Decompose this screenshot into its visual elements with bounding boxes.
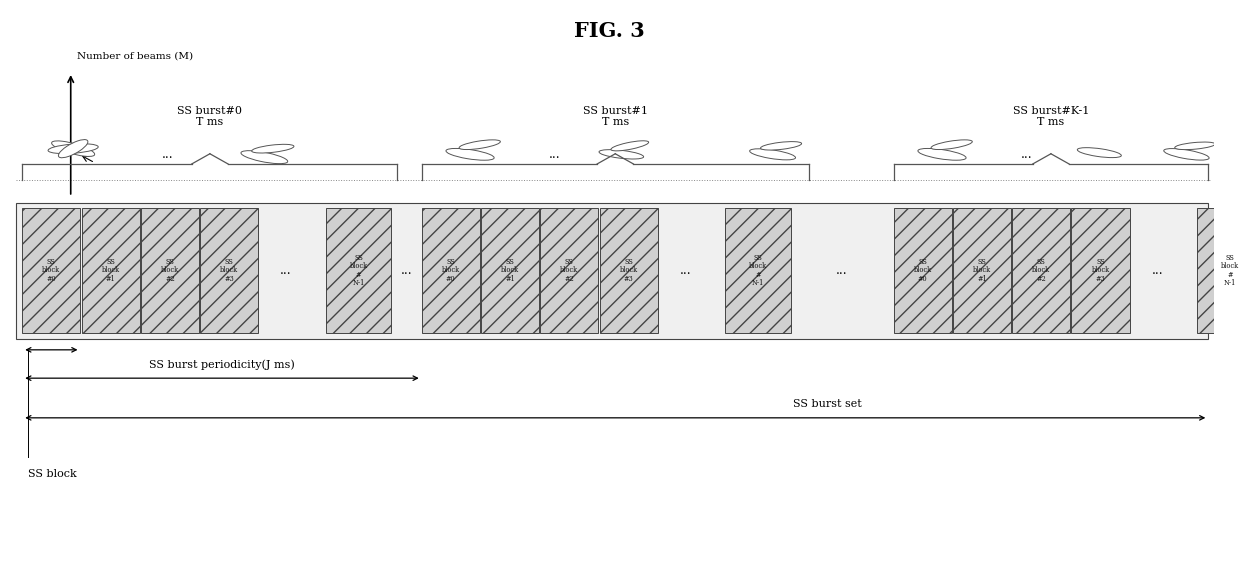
Text: SS
block
#0: SS block #0 [42, 258, 61, 283]
Ellipse shape [750, 149, 796, 160]
Text: ...: ... [549, 148, 560, 161]
Bar [1012, 208, 1070, 333]
Text: SS
block
#3: SS block #3 [221, 258, 238, 283]
Ellipse shape [252, 144, 294, 153]
Text: SS burst#0
T ms: SS burst#0 T ms [177, 106, 242, 127]
Ellipse shape [1164, 148, 1209, 160]
Ellipse shape [1174, 142, 1215, 150]
Ellipse shape [48, 144, 98, 154]
Text: SS
block
#1: SS block #1 [501, 258, 520, 283]
Text: SS
block
#0: SS block #0 [914, 258, 931, 283]
Text: SS
block
#2: SS block #2 [1032, 258, 1050, 283]
Ellipse shape [918, 148, 966, 160]
Text: ...: ... [280, 264, 291, 277]
Ellipse shape [611, 141, 649, 151]
Bar [200, 208, 258, 333]
Text: SS burst#K-1
T ms: SS burst#K-1 T ms [1013, 106, 1089, 127]
Text: ...: ... [161, 148, 174, 161]
Ellipse shape [931, 140, 972, 150]
Text: SS burst set: SS burst set [792, 399, 862, 409]
Bar [1071, 208, 1130, 333]
Text: SS burst periodicity(J ms): SS burst periodicity(J ms) [149, 359, 295, 370]
Ellipse shape [459, 140, 501, 150]
Bar [82, 208, 140, 333]
Bar [894, 208, 951, 333]
Bar [600, 208, 657, 333]
Bar [16, 202, 1208, 339]
Ellipse shape [52, 141, 94, 156]
Bar [326, 208, 392, 333]
Bar [141, 208, 198, 333]
Bar [725, 208, 791, 333]
Ellipse shape [58, 140, 88, 158]
Ellipse shape [599, 150, 644, 159]
Text: SS
block
#3: SS block #3 [620, 258, 637, 283]
Bar [541, 208, 599, 333]
Text: SS
block
#3: SS block #3 [1091, 258, 1110, 283]
Text: SS
block
#2: SS block #2 [560, 258, 578, 283]
Text: SS
block
#
N-1: SS block # N-1 [350, 254, 368, 288]
Text: ...: ... [1021, 148, 1033, 161]
Text: SS
block
#
N-1: SS block # N-1 [1221, 254, 1239, 288]
Text: SS
block
#1: SS block #1 [973, 258, 991, 283]
Text: ...: ... [1152, 264, 1163, 277]
Text: FIG. 3: FIG. 3 [574, 21, 645, 41]
Text: ...: ... [836, 264, 848, 277]
Bar [1198, 208, 1240, 333]
Text: ...: ... [680, 264, 691, 277]
Ellipse shape [241, 151, 288, 164]
Text: Number of beams (M): Number of beams (M) [77, 52, 193, 61]
Text: SS
block
#1: SS block #1 [102, 258, 120, 283]
Text: SS block: SS block [29, 469, 77, 479]
Bar [952, 208, 1011, 333]
Ellipse shape [760, 141, 801, 150]
Text: SS
block
#2: SS block #2 [161, 258, 179, 283]
Bar [22, 208, 81, 333]
Bar [481, 208, 539, 333]
Text: ...: ... [401, 264, 413, 277]
Ellipse shape [446, 148, 495, 160]
Text: SS
block
#0: SS block #0 [441, 258, 460, 283]
Bar [422, 208, 480, 333]
Text: SS
block
#
N-1: SS block # N-1 [749, 254, 768, 288]
Text: SS burst#1
T ms: SS burst#1 T ms [583, 106, 647, 127]
Ellipse shape [1078, 148, 1121, 158]
